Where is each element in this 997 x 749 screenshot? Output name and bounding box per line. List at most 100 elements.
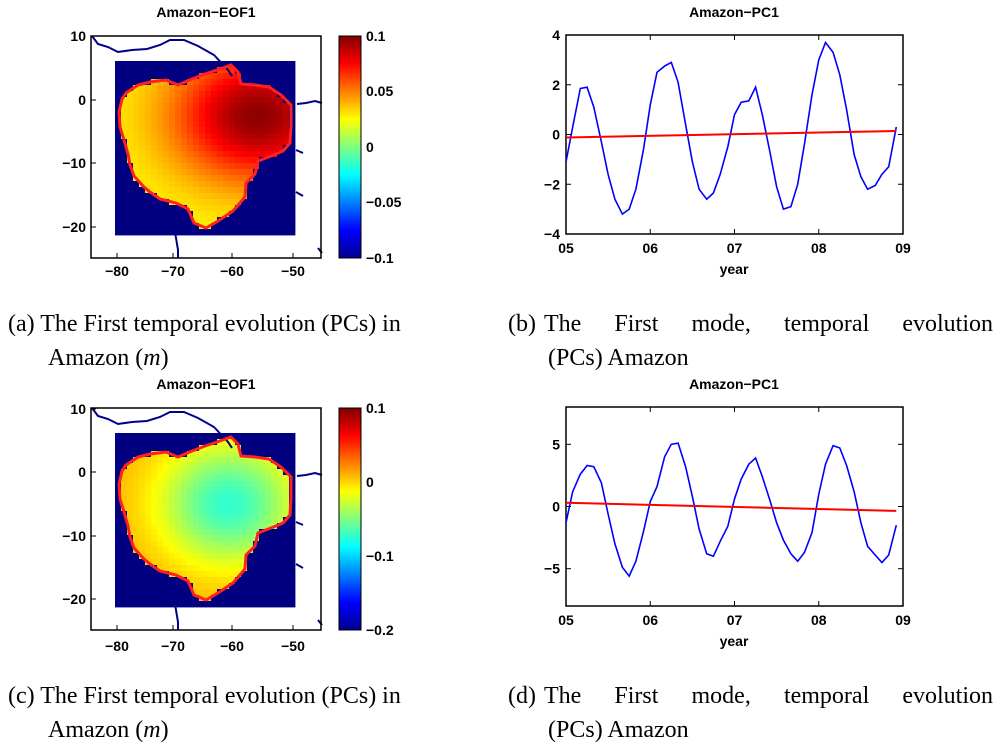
heatmap-cell [127, 523, 134, 530]
heatmap-cell [211, 229, 218, 236]
heatmap-cell [181, 175, 188, 182]
heatmap-cell [247, 487, 254, 494]
heatmap-cell [127, 589, 134, 596]
heatmap-cell [175, 109, 182, 116]
heatmap-cell [259, 217, 266, 224]
colorbar-tick-label: −0.05 [366, 194, 402, 210]
heatmap-cell [193, 487, 200, 494]
heatmap-cell [277, 109, 284, 116]
heatmap-cell [259, 589, 266, 596]
heatmap-cell [181, 67, 188, 74]
heatmap-cell [151, 493, 158, 500]
heatmap-cell [271, 169, 278, 176]
heatmap-cell [187, 79, 194, 86]
heatmap-cell [223, 571, 230, 578]
heatmap-cell [223, 193, 230, 200]
heatmap-cell [181, 571, 188, 578]
heatmap-cell [247, 475, 254, 482]
heatmap-cell [265, 487, 272, 494]
heatmap-cell [193, 571, 200, 578]
heatmap-cell [259, 457, 266, 464]
heatmap-cell [235, 61, 242, 68]
heatmap-cell [133, 439, 140, 446]
heatmap-cell [283, 571, 290, 578]
heatmap-cell [199, 577, 206, 584]
heatmap-cell [181, 523, 188, 530]
heatmap-cell [175, 211, 182, 218]
heatmap-cell [265, 523, 272, 530]
heatmap-cell [205, 163, 212, 170]
heatmap-cell [199, 157, 206, 164]
heatmap-cell [199, 511, 206, 518]
heatmap-cell [157, 547, 164, 554]
heatmap-cell [181, 187, 188, 194]
heatmap-cell [127, 547, 134, 554]
heatmap-cell [289, 595, 296, 602]
heatmap-cell [175, 181, 182, 188]
heatmap-cell [157, 139, 164, 146]
heatmap-cell [241, 487, 248, 494]
colorbar-tick-label: 0.1 [366, 28, 386, 44]
heatmap-cell [175, 91, 182, 98]
heatmap-cell [199, 187, 206, 194]
heatmap-cell [217, 451, 224, 458]
heatmap-cell [121, 127, 128, 134]
heatmap-cell [121, 211, 128, 218]
heatmap-cell [241, 73, 248, 80]
heatmap-cell [277, 505, 284, 512]
heatmap-cell [121, 109, 128, 116]
heatmap-cell [271, 61, 278, 68]
heatmap-cell [199, 91, 206, 98]
heatmap-cell [115, 433, 122, 440]
heatmap-cell [289, 547, 296, 554]
y-tick-label: −5 [544, 561, 560, 577]
heatmap-cell [271, 529, 278, 536]
heatmap-cell [169, 487, 176, 494]
heatmap-cell [205, 487, 212, 494]
heatmap-cell [121, 433, 128, 440]
heatmap-cell [223, 601, 230, 608]
heatmap-cell [229, 79, 236, 86]
heatmap-cell [259, 115, 266, 122]
heatmap-cell [175, 493, 182, 500]
heatmap-cell [247, 493, 254, 500]
heatmap-cell [193, 169, 200, 176]
heatmap-cell [247, 139, 254, 146]
heatmap-cell [235, 523, 242, 530]
heatmap-cell [217, 499, 224, 506]
heatmap-cell [259, 511, 266, 518]
heatmap-cell [181, 133, 188, 140]
heatmap-cell [133, 139, 140, 146]
heatmap-cell [145, 193, 152, 200]
heatmap-cell [253, 121, 260, 128]
heatmap-cell [115, 223, 122, 230]
heatmap-cell [199, 559, 206, 566]
heatmap-cell [247, 85, 254, 92]
heatmap-cell [253, 517, 260, 524]
heatmap-cell [199, 139, 206, 146]
heatmap-cell [205, 499, 212, 506]
heatmap-cell [247, 151, 254, 158]
heatmap-cell [277, 499, 284, 506]
heatmap-cell [139, 193, 146, 200]
x-tick-label: 07 [727, 612, 743, 628]
y-tick-label: 10 [70, 28, 86, 44]
heatmap-cell [199, 535, 206, 542]
heatmap-cell [271, 511, 278, 518]
heatmap-cell [199, 553, 206, 560]
heatmap-cell [193, 67, 200, 74]
heatmap-cell [289, 541, 296, 548]
heatmap-cell [169, 475, 176, 482]
heatmap-cell [253, 553, 260, 560]
heatmap-cell [253, 139, 260, 146]
heatmap-cell [283, 133, 290, 140]
heatmap-cell [175, 199, 182, 206]
heatmap-cell [157, 157, 164, 164]
heatmap-cell [163, 529, 170, 536]
heatmap-cell [175, 595, 182, 602]
heatmap-cell [163, 85, 170, 92]
heatmap-cell [229, 475, 236, 482]
heatmap-cell [235, 487, 242, 494]
